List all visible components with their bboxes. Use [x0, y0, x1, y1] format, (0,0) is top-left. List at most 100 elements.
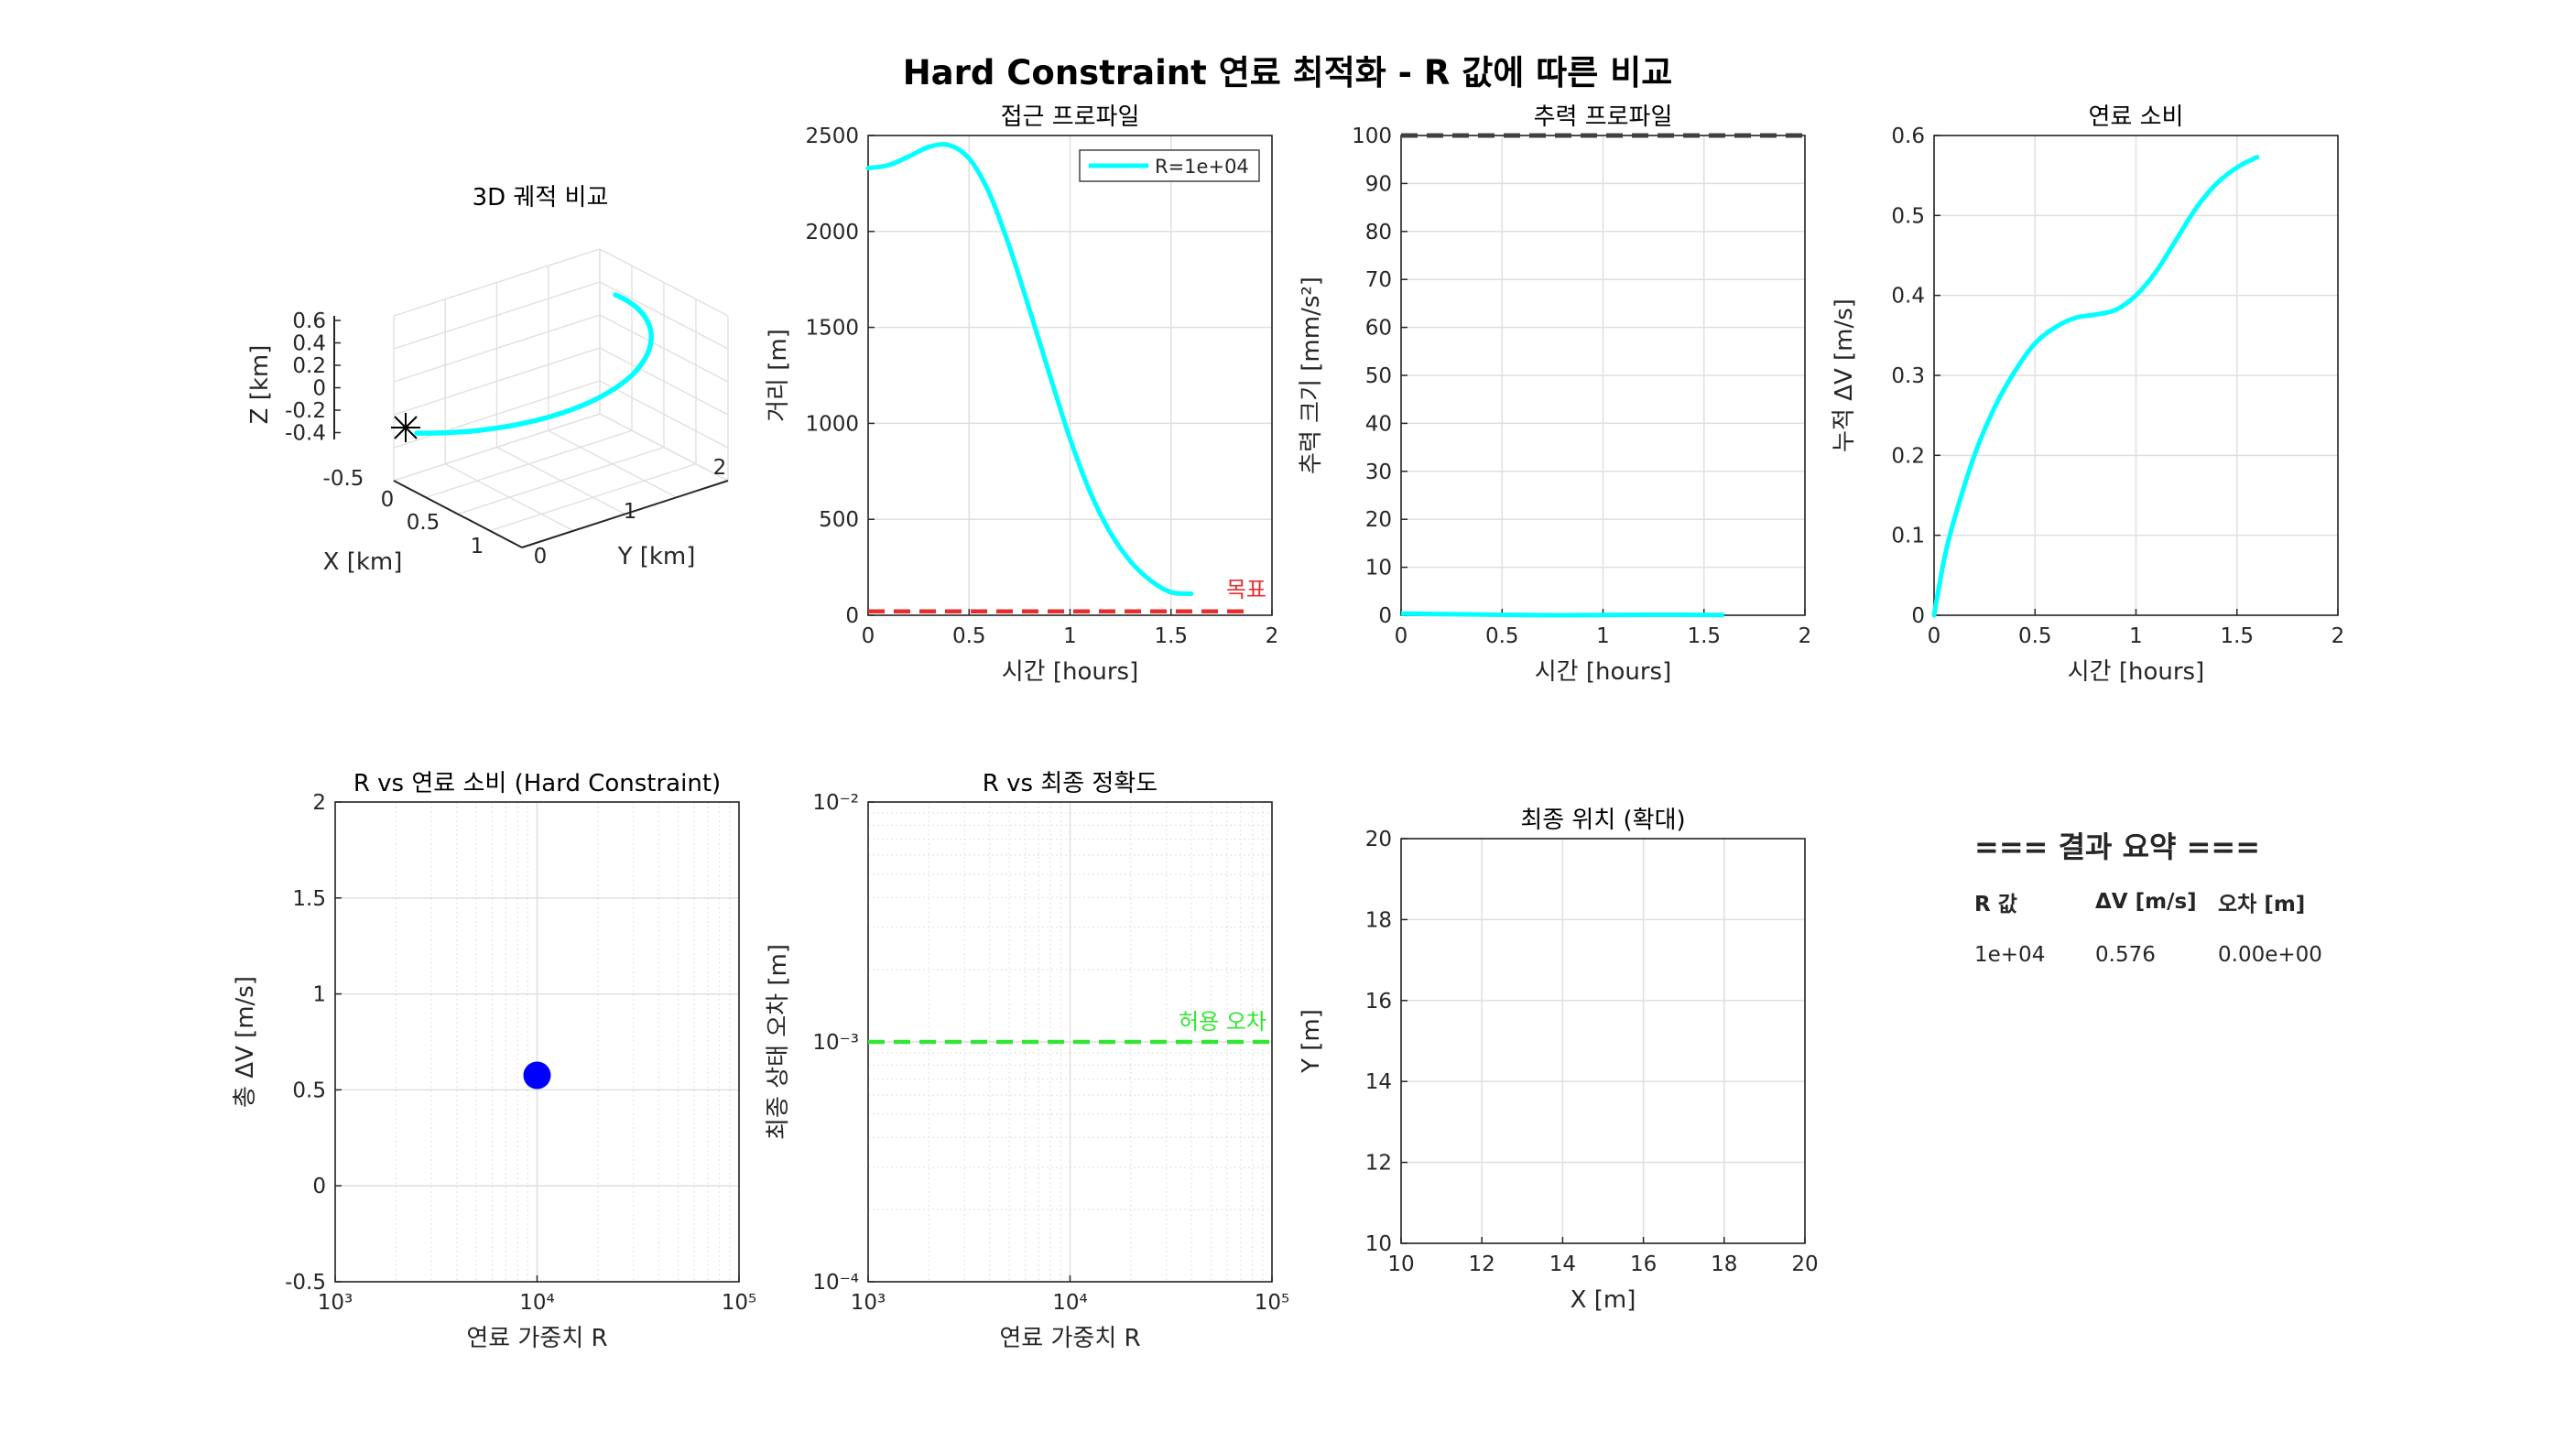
y-tick-label: 0.6 [1891, 125, 1925, 148]
grid3d [599, 380, 729, 449]
y-tick-label: 0.2 [1891, 444, 1925, 468]
summary-cell-dv: 0.576 [2095, 943, 2156, 967]
z-tick-label: 0 [312, 377, 326, 401]
grid3d [599, 413, 729, 482]
grid3d [393, 347, 601, 416]
approach-series-line [865, 142, 1194, 597]
x-tick-label: 1 [1063, 624, 1077, 648]
x-tick-label: 0.5 [952, 624, 986, 648]
y-tick-label: 30 [1365, 461, 1392, 484]
traj3d-title: 3D 궤적 비교 [473, 184, 609, 211]
grid3d [393, 314, 601, 383]
z-tick-label: -0.4 [285, 422, 326, 446]
y-tick-label: 1500 [805, 317, 859, 341]
x-tick-label: 0 [381, 488, 395, 512]
final_pos-panel: 10 12 14 16 18 20 10 12 14 16 18 20 최종 위치 (확대) X [m] Y… [1298, 807, 1819, 1314]
y-tick-label: 0 [1378, 604, 1392, 628]
x-tick-label: 10 [1387, 1252, 1414, 1276]
r_vs_fuel-ylabel: 총 ΔV [m/s] [232, 976, 259, 1108]
x-tick-label: 0 [1395, 624, 1408, 648]
y-tick-label: 0.3 [1891, 364, 1925, 388]
x-tick-label: 12 [1469, 1252, 1495, 1276]
summary-col-error: 오차 [m] [2218, 893, 2306, 916]
tolerance-label: 허용 오차 [1179, 1009, 1266, 1035]
approach-xlabel: 시간 [hours] [1002, 658, 1139, 686]
x-tick-label: 10⁴ [519, 1291, 555, 1315]
grid3d [599, 347, 729, 416]
summary-col-dv: ΔV [m/s] [2095, 890, 2197, 914]
r_vs_fuel-panel: 10³ 10⁴ 10⁵ -0.5 0 0.5 1 1.5 2 R vs 연료 소비 (Hard C… [232, 770, 756, 1352]
y-tick-label: 0 [312, 1175, 326, 1198]
y-tick-label: 14 [1365, 1070, 1392, 1094]
thrust-ylabel: 추력 크기 [mm/s²] [1298, 276, 1325, 474]
final_pos-plot-area [1401, 839, 1805, 1243]
y-tick-label: 16 [1365, 990, 1392, 1014]
x-tick-label: 2 [2331, 624, 2345, 648]
approach-title: 접근 프로파일 [1001, 103, 1140, 131]
y-tick-label: 20 [1365, 508, 1392, 532]
final_pos-frame [1400, 838, 1806, 1244]
legend-label: R=1e+04 [1155, 156, 1249, 178]
y-tick-label: 50 [1365, 364, 1392, 388]
y-tick-label: 1 [624, 500, 637, 524]
x-tick-label: 0.5 [407, 511, 440, 535]
thrust-series-line [1400, 611, 1724, 618]
z-tick-label: -0.2 [285, 399, 326, 423]
x-tick-label: 10⁵ [722, 1291, 757, 1315]
figure-title: Hard Constraint 연료 최적화 - R 값에 따른 비교 [903, 53, 1673, 92]
y-tick-label: 2500 [805, 125, 859, 148]
y-tick-label: 2000 [805, 221, 859, 244]
x-tick-label: 1.5 [1154, 624, 1188, 648]
y-tick-label: 2 [713, 456, 727, 480]
z-tick-label: 0.4 [292, 332, 326, 356]
y-tick-label: 10 [1365, 557, 1392, 580]
y-tick-label: 0 [845, 604, 859, 628]
fuel-title: 연료 소비 [2089, 103, 2184, 131]
grid3d [393, 248, 601, 317]
traj3d-panel: 3D 궤적 비교0.60.40.20-0.2-0.4-0.500.51 012X … [246, 184, 729, 576]
r-vs-fuel-point [523, 1061, 551, 1090]
x-tick-label: 2 [1799, 624, 1812, 648]
y-tick-label: 80 [1365, 221, 1392, 244]
summary-cell-r: 1e+04 [1974, 943, 2046, 967]
y-tick-label: 1.5 [292, 887, 326, 911]
summary-heading: === 결과 요약 === [1974, 829, 2261, 864]
grid3d [393, 380, 601, 449]
x-tick-label: 2 [1266, 624, 1279, 648]
grid3d [599, 314, 729, 383]
traj3d-xlabel: X [km] [323, 548, 403, 576]
x-tick-label: 10³ [318, 1291, 353, 1315]
x-tick-label: 1 [471, 535, 484, 558]
y-tick-label: 0.5 [292, 1079, 326, 1102]
fuel-xlabel: 시간 [hours] [2068, 658, 2205, 686]
x-tick-label: 16 [1630, 1252, 1657, 1276]
grid3d [489, 463, 697, 532]
traj3d-zlabel: Z [km] [246, 345, 274, 425]
y-tick-label: 1 [312, 983, 326, 1007]
y-tick-label: 10⁻³ [812, 1031, 859, 1055]
y-tick-label: 12 [1365, 1152, 1392, 1176]
fuel-ylabel: 누적 ΔV [m/s] [1831, 298, 1858, 452]
final_pos-ylabel: Y [m] [1298, 1009, 1325, 1074]
y-tick-label: 10 [1365, 1232, 1392, 1256]
x-tick-label: 1.5 [1687, 624, 1721, 648]
approach-ylabel: 거리 [m] [765, 329, 792, 422]
x-axis-3d [393, 480, 523, 548]
y-tick-label: 1000 [805, 412, 859, 436]
grid3d [393, 281, 601, 350]
approach-legend: R=1e+04 [1079, 149, 1260, 182]
r_vs_fuel-xlabel: 연료 가중치 R [466, 1325, 607, 1352]
y-tick-label: 0.5 [1891, 204, 1925, 228]
y-tick-label: 40 [1365, 412, 1392, 436]
summary-table: R 값 ΔV [m/s] 오차 [m] 1e+04 0.576 0.00e+00 [1974, 886, 2401, 967]
y-tick-label: 20 [1365, 828, 1392, 851]
r_vs_accuracy-ylabel: 최종 상태 오차 [m] [765, 944, 792, 1140]
x-tick-label: 20 [1791, 1252, 1818, 1276]
traj3d-series-line [414, 292, 654, 436]
x-tick-label: 10³ [851, 1291, 886, 1315]
x-tick-label: 1 [1596, 624, 1610, 648]
